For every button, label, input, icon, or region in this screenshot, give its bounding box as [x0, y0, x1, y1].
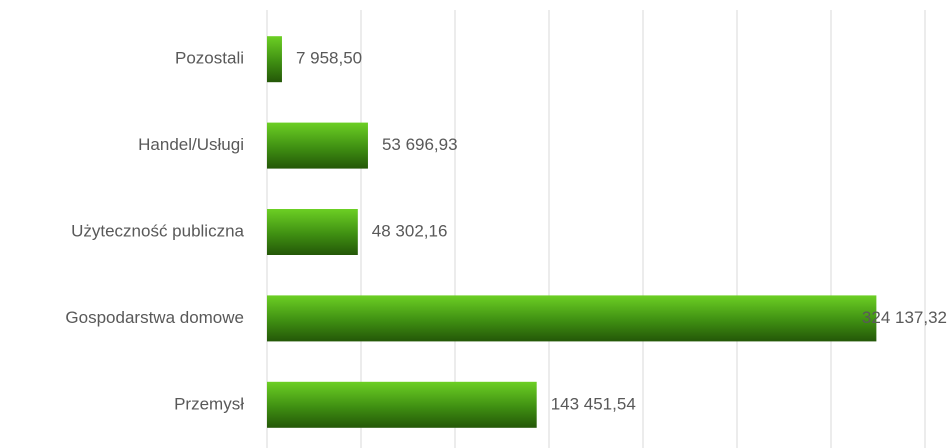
- category-label: Pozostali: [175, 49, 244, 68]
- bar: [267, 122, 368, 169]
- bar: [267, 36, 282, 83]
- value-label: 48 302,16: [372, 221, 448, 240]
- category-label: Przemysł: [174, 394, 244, 413]
- category-label: Gospodarstwa domowe: [65, 308, 244, 327]
- value-label: 324 137,32: [862, 308, 947, 327]
- bar: [267, 381, 537, 428]
- category-label: Handel/Usługi: [138, 135, 244, 154]
- bar: [267, 209, 358, 255]
- value-label: 7 958,50: [296, 49, 362, 68]
- category-label: Użyteczność publiczna: [71, 221, 244, 240]
- bar: [267, 295, 877, 342]
- value-label: 53 696,93: [382, 135, 458, 154]
- value-label: 143 451,54: [551, 394, 636, 413]
